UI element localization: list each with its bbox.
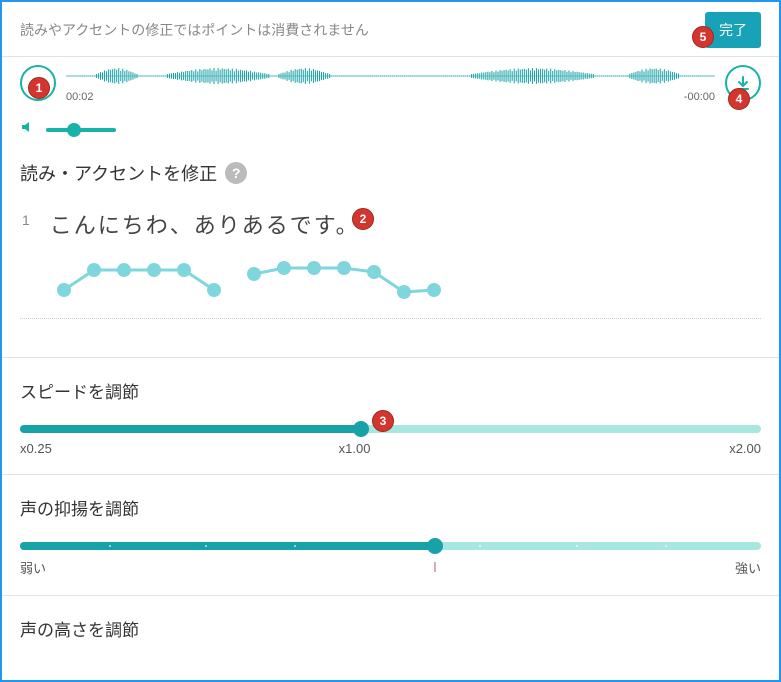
annotation-badge-3: 3 (372, 410, 394, 432)
help-icon[interactable]: ? (225, 162, 247, 184)
waveform-container[interactable]: 00:02 -00:00 (66, 65, 715, 101)
volume-icon (20, 119, 36, 140)
volume-thumb[interactable] (67, 123, 81, 137)
intonation-center-tick (434, 562, 435, 572)
accent-chart[interactable] (44, 254, 444, 304)
annotation-badge-1: 1 (28, 77, 50, 99)
intonation-max-label: 強い (735, 558, 761, 577)
speed-max-label: x2.00 (729, 441, 761, 456)
waveform (66, 65, 715, 87)
annotation-badge-2: 2 (352, 208, 374, 230)
pitch-section: 声の高さを調節 (2, 596, 779, 641)
annotation-badge-4: 4 (728, 88, 750, 110)
intonation-section: 声の抑揚を調節 弱い 強い (2, 475, 779, 595)
dotted-separator (20, 318, 761, 319)
sentence-number: 1 (22, 212, 30, 228)
volume-slider[interactable] (46, 128, 116, 132)
volume-control (20, 119, 761, 140)
intonation-thumb[interactable] (427, 538, 443, 554)
done-button[interactable]: 完了 (705, 12, 761, 48)
speed-thumb[interactable] (353, 421, 369, 437)
intonation-title: 声の抑揚を調節 (20, 495, 761, 520)
speed-center-label: x1.00 (339, 441, 371, 456)
intonation-slider[interactable] (20, 542, 761, 550)
intonation-min-label: 弱い (20, 558, 46, 577)
points-notice: 読みやアクセントの修正ではポイントは消費されません (20, 20, 369, 40)
sentence-row: 1 こんにちわ、ありあるです。 (22, 208, 761, 304)
time-elapsed: 00:02 (66, 91, 94, 103)
speed-min-label: x0.25 (20, 441, 52, 456)
sentence-text[interactable]: こんにちわ、ありあるです。 (50, 208, 761, 240)
speed-title: スピードを調節 (20, 378, 761, 403)
time-remaining: -00:00 (684, 91, 715, 103)
annotation-badge-5: 5 (692, 26, 714, 48)
accent-section: 読み・アクセントを修正 ? 1 こんにちわ、ありあるです。 (2, 144, 779, 327)
audio-player: 00:02 -00:00 (2, 57, 779, 144)
header-bar: 読みやアクセントの修正ではポイントは消費されません 完了 (2, 2, 779, 56)
accent-title: 読み・アクセントを修正 (20, 160, 217, 186)
pitch-title: 声の高さを調節 (20, 616, 761, 641)
